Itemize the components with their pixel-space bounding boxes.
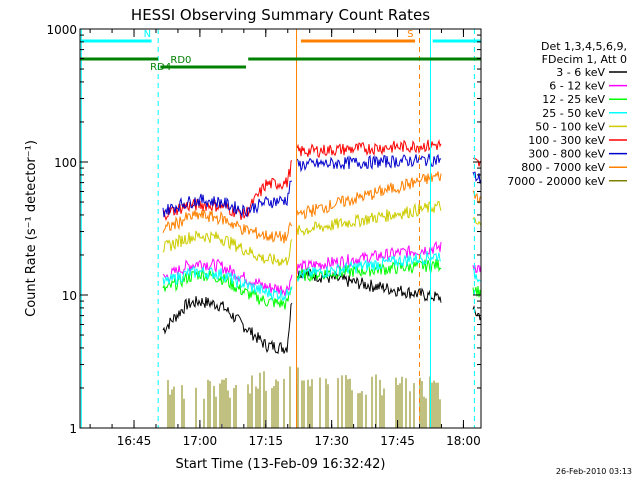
flag-label-0: N: [144, 29, 151, 40]
legend-header-1: FDecim 1, Att 0: [542, 53, 627, 66]
series-line-8: [167, 366, 441, 428]
series-line-1: [162, 240, 482, 297]
plot-area: NSRD4RD0: [80, 29, 482, 428]
x-tick-label-4: 17:45: [380, 434, 415, 448]
chart-title: HESSI Observing Summary Count Rates: [131, 6, 430, 24]
y-tick-label-3: 1000: [46, 23, 77, 37]
legend-label-1: 6 - 12 keV: [549, 80, 605, 93]
legend-label-3: 25 - 50 keV: [542, 107, 605, 120]
legend-label-6: 300 - 800 keV: [528, 148, 605, 161]
x-tick-label-2: 17:15: [248, 434, 283, 448]
legend-label-4: 50 - 100 keV: [535, 120, 605, 133]
timestamp: 26-Feb-2010 03:13: [556, 467, 632, 476]
y-tick-label-0: 1: [69, 422, 77, 436]
plot-border: [79, 28, 482, 429]
flag-label-1: S: [407, 29, 413, 40]
y-tick-label-2: 100: [54, 156, 77, 170]
legend-label-2: 12 - 25 keV: [542, 93, 605, 106]
legend-label-8: 7000 - 20000 keV: [507, 175, 605, 188]
legend-header-0: Det 1,3,4,5,6,9,: [541, 40, 627, 53]
x-tick-label-3: 17:30: [314, 434, 349, 448]
axes: 1 10 100 1000 16:45 17:00 17:15 17:30 17:45 18:00: [46, 23, 481, 448]
series-line-0: [162, 268, 482, 355]
x-tick-label-1: 17:00: [183, 434, 218, 448]
legend: Det 1,3,4,5,6,9,FDecim 1, Att 03 - 6 keV…: [507, 40, 627, 188]
legend-label-0: 3 - 6 keV: [556, 66, 605, 79]
legend-label-7: 800 - 7000 keV: [521, 161, 605, 174]
x-axis-label: Start Time (13-Feb-09 16:32:42): [176, 457, 386, 472]
flag-label-4: RD0: [170, 55, 191, 66]
x-tick-label-0: 16:45: [117, 434, 152, 448]
y-tick-label-1: 10: [62, 289, 77, 303]
y-axis-label: Count Rate (s⁻¹ detector⁻¹): [24, 140, 39, 317]
legend-label-5: 100 - 300 keV: [528, 134, 605, 147]
x-tick-label-5: 18:00: [446, 434, 481, 448]
